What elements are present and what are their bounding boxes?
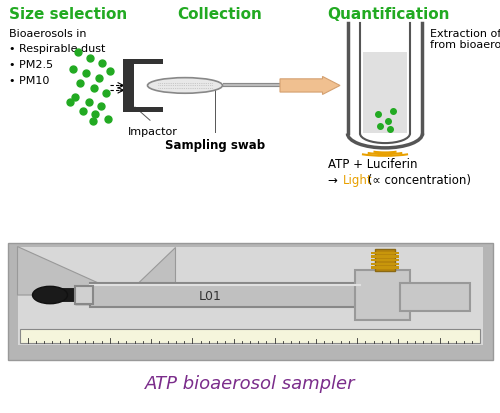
Text: Bioaerosols in: Bioaerosols in <box>9 29 86 39</box>
Text: →: → <box>328 173 341 187</box>
Text: Extraction of ATP
from bioaerosols: Extraction of ATP from bioaerosols <box>430 29 500 50</box>
Polygon shape <box>371 256 399 258</box>
Text: Light: Light <box>342 173 372 187</box>
Text: • PM2.5: • PM2.5 <box>9 60 53 70</box>
Polygon shape <box>122 60 162 65</box>
Polygon shape <box>122 107 162 113</box>
Text: L01: L01 <box>198 289 222 302</box>
FancyArrow shape <box>280 77 340 95</box>
Polygon shape <box>362 53 408 134</box>
Text: (∝ concentration): (∝ concentration) <box>364 173 471 187</box>
Text: Impactor: Impactor <box>128 127 178 137</box>
Polygon shape <box>400 283 470 311</box>
Polygon shape <box>371 252 399 254</box>
Polygon shape <box>90 283 360 308</box>
Text: ATP bioaerosol sampler: ATP bioaerosol sampler <box>145 375 355 392</box>
FancyBboxPatch shape <box>18 247 482 345</box>
Text: ATP + Luciferin: ATP + Luciferin <box>328 158 417 171</box>
Polygon shape <box>75 287 90 304</box>
Polygon shape <box>375 249 395 272</box>
Ellipse shape <box>148 78 222 94</box>
Polygon shape <box>20 329 480 344</box>
Polygon shape <box>355 271 410 320</box>
Text: Collection: Collection <box>178 7 262 22</box>
Polygon shape <box>371 263 399 266</box>
FancyBboxPatch shape <box>8 243 492 360</box>
Polygon shape <box>125 247 175 295</box>
Text: Size selection: Size selection <box>9 7 127 22</box>
Text: Quantification: Quantification <box>328 7 450 22</box>
Text: • PM10: • PM10 <box>9 76 50 85</box>
FancyBboxPatch shape <box>75 286 92 305</box>
Polygon shape <box>371 267 399 269</box>
Polygon shape <box>122 60 134 113</box>
Text: • Respirable dust: • Respirable dust <box>9 44 106 54</box>
Ellipse shape <box>32 287 68 304</box>
Text: Sampling swab: Sampling swab <box>165 139 265 152</box>
Polygon shape <box>18 247 125 295</box>
Polygon shape <box>371 259 399 262</box>
